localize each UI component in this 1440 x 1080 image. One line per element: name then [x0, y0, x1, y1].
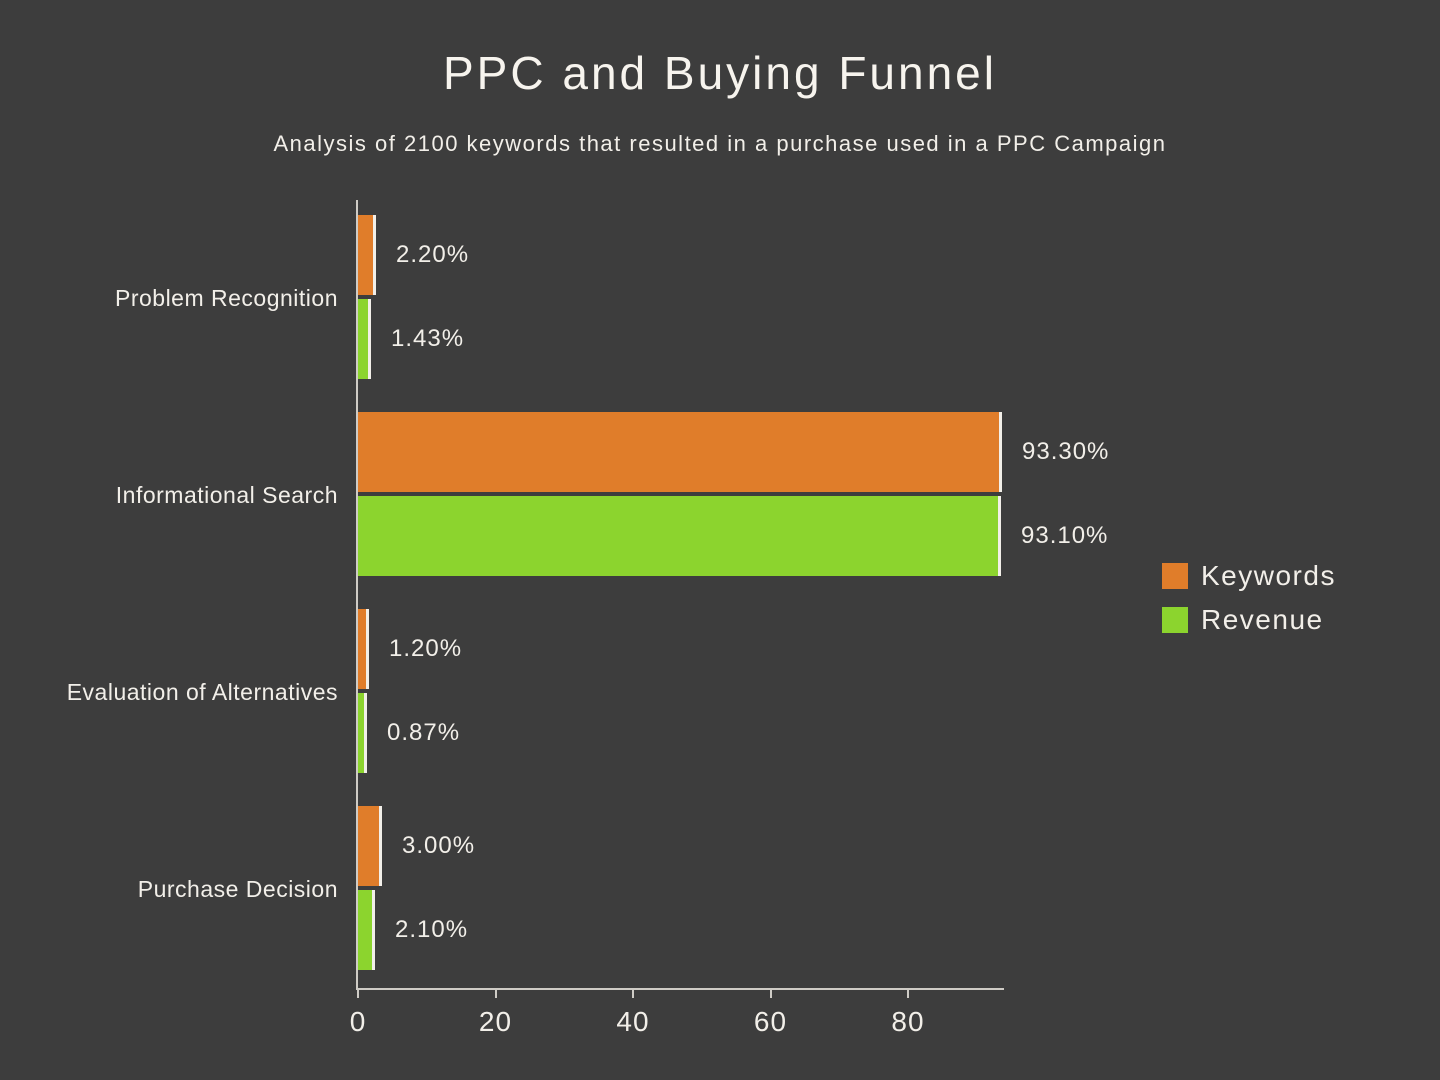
x-axis-line	[356, 988, 1004, 990]
bar-revenue	[358, 890, 375, 970]
category-label: Problem Recognition	[114, 285, 338, 311]
x-tick-mark	[632, 988, 634, 998]
bar-value-label: 1.20%	[389, 635, 463, 662]
x-tick-mark	[494, 988, 497, 998]
category-label: Evaluation of Alternatives	[66, 679, 338, 705]
bar-revenue	[358, 496, 1001, 576]
keywords-swatch	[1162, 563, 1188, 589]
bar-keywords	[358, 215, 376, 295]
legend-label-revenue: Revenue	[1201, 604, 1324, 635]
legend-label-keywords: Keywords	[1201, 560, 1336, 591]
bar-value-label: 93.30%	[1022, 438, 1110, 465]
bar-keywords	[358, 412, 1002, 492]
x-tick-mark	[357, 988, 359, 998]
bar-value-label: 1.43%	[391, 325, 465, 352]
bar-value-label: 2.20%	[396, 241, 470, 268]
x-tick-label: 60	[753, 1006, 788, 1037]
chart-title: PPC and Buying Funnel	[443, 47, 997, 99]
bar-value-label: 0.87%	[387, 719, 461, 746]
revenue-swatch	[1162, 607, 1188, 633]
x-tick-mark	[907, 988, 909, 998]
legend-item-keywords: Keywords	[1162, 560, 1336, 592]
legend: Keywords Revenue	[1162, 560, 1336, 636]
x-tick-label: 20	[478, 1006, 513, 1037]
bar-value-label: 93.10%	[1021, 522, 1109, 549]
y-axis-line	[356, 200, 358, 990]
bar-value-label: 2.10%	[395, 916, 469, 943]
bar-keywords	[358, 609, 369, 689]
x-tick-label: 40	[616, 1006, 650, 1037]
x-tick-mark	[769, 988, 772, 998]
bar-revenue	[358, 693, 367, 773]
category-label: Purchase Decision	[137, 876, 338, 902]
x-tick-label: 80	[891, 1006, 925, 1037]
bar-keywords	[358, 806, 382, 886]
legend-item-revenue: Revenue	[1162, 604, 1336, 636]
chart-subtitle: Analysis of 2100 keywords that resulted …	[273, 131, 1167, 156]
bar-revenue	[358, 299, 371, 379]
category-label: Informational Search	[115, 482, 338, 508]
x-tick-label: 0	[349, 1006, 367, 1037]
bar-value-label: 3.00%	[402, 832, 476, 859]
